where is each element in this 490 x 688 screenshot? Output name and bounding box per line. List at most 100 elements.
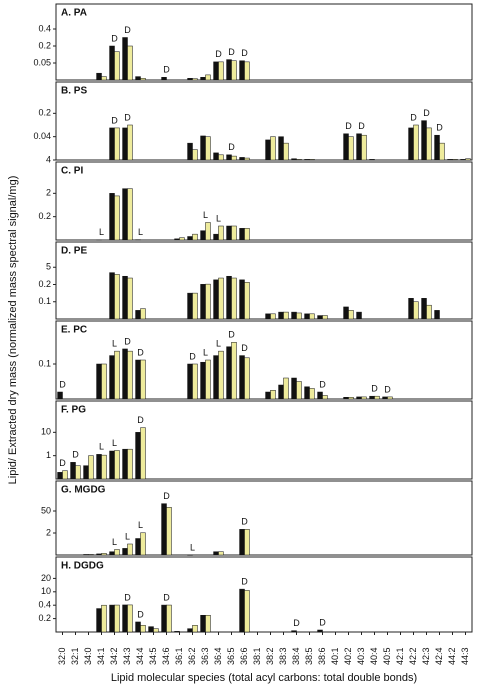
bar <box>75 465 81 480</box>
x-tick-label: 36:4 <box>213 647 223 665</box>
bar <box>83 554 89 556</box>
bar <box>231 155 237 161</box>
bar <box>270 390 276 400</box>
y-tick-label: 4 <box>46 154 51 164</box>
bar <box>382 396 388 400</box>
bar <box>127 188 133 241</box>
y-tick-label: 0.2 <box>38 108 51 118</box>
bar <box>239 588 245 633</box>
y-tick-label: 0.4 <box>38 600 51 610</box>
bar <box>213 152 219 161</box>
bar-annotation: D <box>163 65 170 75</box>
bar <box>348 397 354 400</box>
x-tick-label: 38:1 <box>252 647 262 665</box>
bar <box>109 551 115 556</box>
bar <box>161 503 167 556</box>
bar <box>187 292 193 320</box>
bar <box>317 315 323 320</box>
y-tick-label: 0.2 <box>38 211 51 221</box>
bar <box>317 629 323 633</box>
bar <box>387 396 393 400</box>
bar-annotation: L <box>125 531 130 541</box>
y-tick-label: 2 <box>46 527 51 537</box>
bar <box>161 77 167 81</box>
x-axis-title: Lipid molecular species (total acyl carb… <box>111 672 417 684</box>
bar <box>291 158 297 161</box>
bar-annotation: D <box>215 49 222 59</box>
bar <box>304 313 310 320</box>
bar <box>140 532 146 556</box>
bar <box>296 312 302 320</box>
y-tick-label: 0.04 <box>33 131 51 141</box>
bar <box>96 72 102 81</box>
bar <box>140 308 146 320</box>
bar-annotation: D <box>319 617 326 627</box>
bar <box>114 195 120 241</box>
bar <box>140 359 146 400</box>
y-tick-label: 1 <box>46 450 51 460</box>
bar-annotation: D <box>410 112 417 122</box>
bar <box>218 551 224 556</box>
bar <box>192 625 198 633</box>
bar <box>135 239 141 241</box>
bar <box>127 543 133 556</box>
bar <box>135 359 141 400</box>
bar-annotation: D <box>241 517 248 527</box>
bar-annotation: D <box>423 108 430 118</box>
bar <box>343 306 349 320</box>
bar <box>434 310 440 320</box>
bar <box>127 124 133 161</box>
bar <box>218 154 224 161</box>
x-tick-label: 36:3 <box>200 647 210 665</box>
bar <box>278 311 284 320</box>
bar <box>317 391 323 400</box>
bar <box>452 159 458 161</box>
bar-annotation: L <box>138 227 143 237</box>
bar <box>226 346 232 400</box>
bar <box>239 157 245 161</box>
bar <box>244 590 250 633</box>
bar <box>239 60 245 81</box>
bar-annotation: D <box>137 347 144 357</box>
bar-annotation: D <box>163 491 170 501</box>
bar <box>309 159 315 161</box>
bar <box>244 529 250 556</box>
bar <box>200 284 206 320</box>
bar-annotation: L <box>112 537 117 547</box>
bar <box>192 78 198 81</box>
bar-annotation: L <box>203 210 208 220</box>
bar <box>101 363 107 400</box>
bar <box>296 381 302 400</box>
bar <box>226 275 232 320</box>
bar <box>62 470 68 480</box>
bar <box>434 134 440 161</box>
bar <box>309 388 315 400</box>
bar <box>166 507 172 556</box>
x-tick-label: 36:2 <box>187 647 197 665</box>
bar <box>296 159 302 161</box>
bar <box>109 604 115 633</box>
bar <box>348 136 354 161</box>
bar <box>361 134 367 161</box>
bar <box>231 60 237 81</box>
bar-annotation: D <box>124 112 131 122</box>
bar <box>114 51 120 81</box>
bar-annotation: D <box>111 33 118 43</box>
bar <box>408 298 414 320</box>
bar <box>192 292 198 320</box>
bar <box>374 395 380 400</box>
x-tick-label: 32:0 <box>57 647 67 665</box>
bar <box>244 228 250 241</box>
x-tick-label: 34:1 <box>96 647 106 665</box>
x-tick-label: 34:0 <box>83 647 93 665</box>
bar <box>122 275 128 320</box>
bar <box>213 233 219 241</box>
bar <box>96 553 102 556</box>
bar <box>283 311 289 320</box>
x-tick-label: 34:5 <box>148 647 158 665</box>
y-tick-label: 0.2 <box>38 613 51 623</box>
bar <box>244 157 250 161</box>
bar <box>369 159 375 161</box>
bar <box>244 61 250 81</box>
